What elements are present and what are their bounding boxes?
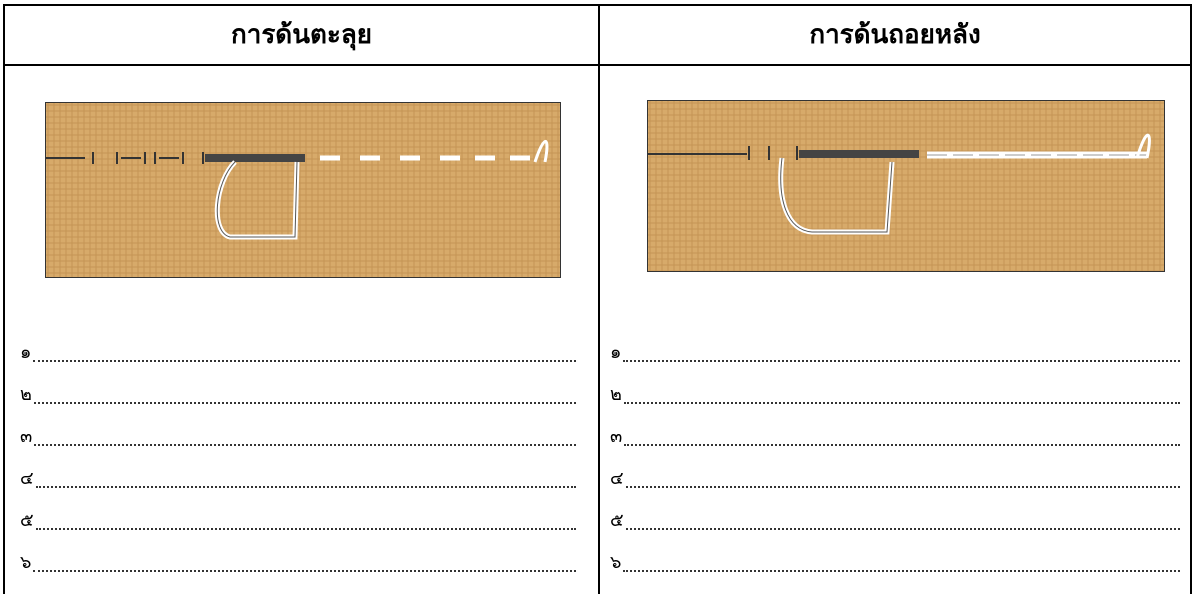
item-number: ๕ (20, 510, 34, 531)
dotted-line (624, 444, 1180, 446)
item-number: ๒ (20, 384, 32, 405)
item-number: ๑ (20, 342, 32, 363)
answer-line: ๖ (610, 550, 1180, 576)
column-header: การด้นตะลุย (3, 4, 600, 66)
dotted-line (34, 444, 576, 446)
dotted-line (623, 402, 1180, 404)
column-header: การด้นถอยหลัง (598, 4, 1192, 66)
dotted-line (33, 360, 576, 362)
item-number: ๖ (20, 552, 32, 573)
answer-line: ๒ (20, 382, 576, 408)
answer-line: ๖ (20, 550, 576, 576)
dotted-line (625, 528, 1180, 530)
dotted-line (625, 486, 1180, 488)
right-column-frame (598, 4, 1192, 594)
item-number: ๖ (610, 552, 622, 573)
answer-line: ๓ (610, 424, 1180, 450)
item-number: ๑ (610, 342, 622, 363)
item-number: ๓ (20, 426, 33, 447)
dotted-line (623, 360, 1180, 362)
dotted-line (623, 570, 1180, 572)
dotted-line (35, 528, 576, 530)
answer-line: ๓ (20, 424, 576, 450)
item-number: ๔ (610, 468, 624, 489)
answer-line: ๕ (610, 508, 1180, 534)
item-number: ๓ (610, 426, 623, 447)
dotted-line (35, 486, 576, 488)
answer-line: ๔ (20, 466, 576, 492)
item-number: ๕ (610, 510, 624, 531)
item-number: ๔ (20, 468, 34, 489)
backstitch-illustration (647, 100, 1165, 272)
answer-line: ๑ (610, 340, 1180, 366)
running-stitch-illustration (45, 102, 561, 278)
answer-line: ๔ (610, 466, 1180, 492)
answer-line: ๑ (20, 340, 576, 366)
answer-line: ๒ (610, 382, 1180, 408)
dotted-line (33, 570, 576, 572)
answer-line: ๕ (20, 508, 576, 534)
dotted-line (33, 402, 576, 404)
left-column-frame (3, 4, 600, 594)
item-number: ๒ (610, 384, 622, 405)
